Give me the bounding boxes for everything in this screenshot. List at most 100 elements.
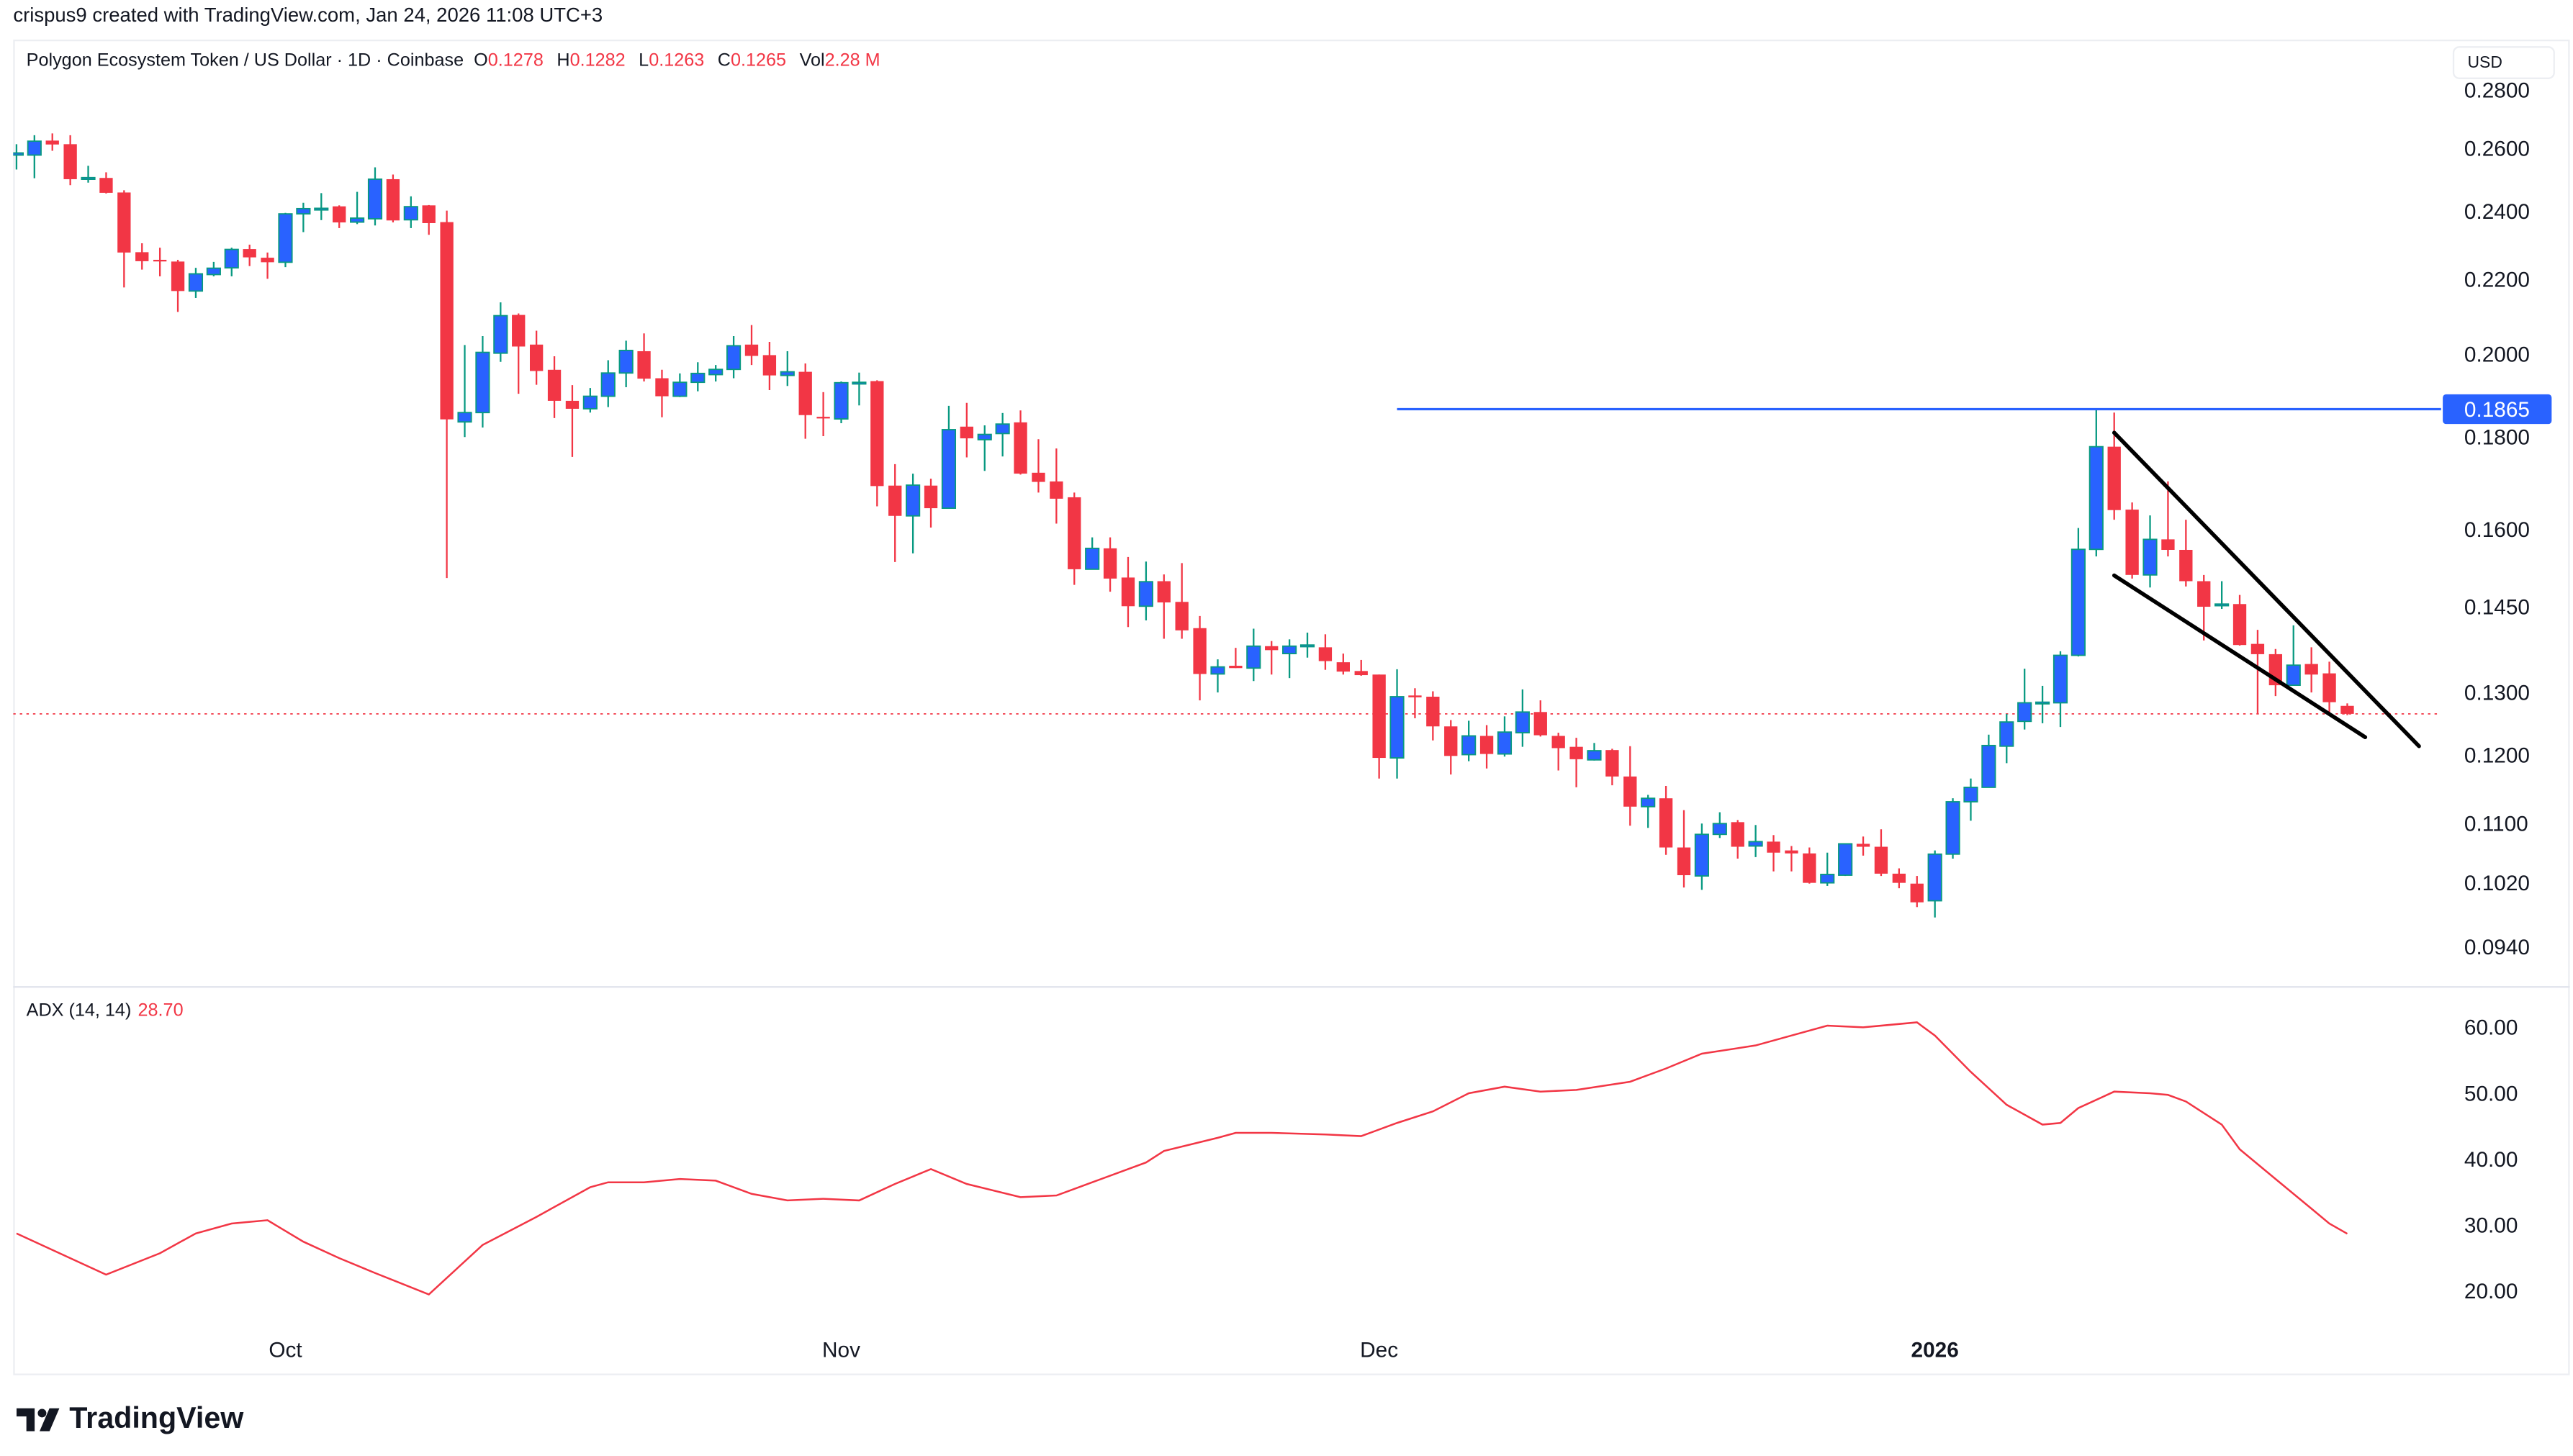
candle-up[interactable] — [1246, 628, 1261, 682]
candle-up[interactable] — [1820, 852, 1835, 886]
candle-up[interactable] — [2070, 528, 2086, 657]
candle-down[interactable] — [547, 356, 562, 418]
candle-up[interactable] — [1138, 561, 1153, 620]
candle-down[interactable] — [1874, 829, 1888, 877]
price-pane[interactable] — [10, 133, 2441, 918]
candle-up[interactable] — [206, 261, 221, 276]
candle-up[interactable] — [475, 335, 490, 428]
candle-down[interactable] — [1372, 674, 1386, 779]
candle-down[interactable] — [924, 479, 938, 528]
candle-down[interactable] — [655, 369, 669, 417]
candle-down[interactable] — [117, 190, 131, 288]
candle-down[interactable] — [529, 330, 544, 385]
candle-up[interactable] — [1282, 639, 1297, 679]
candle-up[interactable] — [278, 212, 293, 268]
adx-pane[interactable] — [16, 1021, 2348, 1296]
candle-down[interactable] — [1444, 720, 1458, 775]
candle-up[interactable] — [1981, 734, 1996, 788]
candle-down[interactable] — [762, 342, 777, 390]
candle-down[interactable] — [637, 333, 651, 382]
candle-down[interactable] — [2340, 703, 2354, 715]
candle-down[interactable] — [1731, 820, 1744, 859]
candle-down[interactable] — [1569, 738, 1583, 787]
candle-down[interactable] — [1175, 563, 1189, 639]
candle-up[interactable] — [1748, 825, 1763, 857]
adx-legend[interactable]: ADX (14, 14) 28.70 — [27, 1001, 184, 1021]
candle-up[interactable] — [834, 381, 849, 424]
candle-down[interactable] — [2125, 502, 2139, 579]
candle-up[interactable] — [1927, 850, 1942, 918]
candle-down[interactable] — [744, 325, 759, 366]
candle-down[interactable] — [2232, 594, 2247, 646]
candle-up[interactable] — [977, 425, 992, 471]
candle-down[interactable] — [2107, 412, 2121, 520]
candle-down[interactable] — [1318, 634, 1333, 670]
candle-down[interactable] — [1659, 786, 1673, 855]
candle-down[interactable] — [1032, 439, 1045, 493]
candle-up[interactable] — [1515, 689, 1530, 747]
candle-down[interactable] — [1605, 749, 1619, 786]
price-axis[interactable]: 0.2800 0.2600 0.2400 0.2200 0.2000 0.1800 0.16… — [2443, 79, 2552, 959]
candle-down[interactable] — [565, 385, 580, 457]
candle-up[interactable] — [1999, 713, 2014, 764]
candle-down[interactable] — [1229, 648, 1243, 669]
candle-down[interactable] — [333, 205, 346, 228]
candle-down[interactable] — [1068, 492, 1081, 585]
candle-up[interactable] — [2142, 515, 2158, 588]
wedge-trendline[interactable] — [2112, 430, 2421, 749]
candle-down[interactable] — [1103, 537, 1117, 592]
candle-up[interactable] — [672, 373, 688, 397]
candle-up[interactable] — [350, 191, 365, 225]
candle-down[interactable] — [816, 392, 830, 437]
candle-up[interactable] — [296, 202, 311, 232]
candle-up[interactable] — [690, 362, 706, 392]
candle-down[interactable] — [798, 363, 812, 439]
candle-up[interactable] — [2017, 669, 2032, 730]
candle-down[interactable] — [1785, 846, 1798, 872]
candle-up[interactable] — [1712, 812, 1727, 838]
candle-down[interactable] — [1856, 836, 1870, 856]
candle-up[interactable] — [224, 248, 239, 276]
candle-up[interactable] — [1963, 778, 1978, 821]
candle-down[interactable] — [1193, 615, 1207, 701]
candle-up[interactable] — [314, 193, 329, 220]
candle-down[interactable] — [1014, 410, 1027, 475]
candle-up[interactable] — [852, 372, 867, 406]
candle-up[interactable] — [188, 268, 204, 298]
candle-up[interactable] — [1641, 795, 1656, 828]
candle-down[interactable] — [2161, 481, 2175, 557]
candle-down[interactable] — [1354, 659, 1368, 676]
candle-down[interactable] — [135, 243, 149, 270]
candle-down[interactable] — [1677, 810, 1691, 888]
candle-down[interactable] — [1767, 835, 1780, 872]
candle-down[interactable] — [1426, 691, 1440, 741]
candle-down[interactable] — [1408, 688, 1422, 718]
candle-down[interactable] — [1050, 448, 1063, 524]
candle-down[interactable] — [1623, 746, 1637, 826]
candle-up[interactable] — [1389, 669, 1405, 779]
candle-up[interactable] — [1497, 716, 1513, 757]
candle-up[interactable] — [457, 345, 472, 438]
adx-axis[interactable]: 60.00 50.00 40.00 30.00 20.00 — [2464, 1016, 2518, 1304]
candle-down[interactable] — [2268, 648, 2283, 697]
wedge-trendline[interactable] — [2112, 573, 2368, 740]
candle-up[interactable] — [27, 135, 42, 178]
currency-button[interactable]: USD — [2452, 46, 2555, 79]
candle-down[interactable] — [261, 252, 274, 279]
candle-up[interactable] — [1085, 537, 1100, 570]
candle-up[interactable] — [493, 302, 508, 362]
candle-down[interactable] — [45, 133, 59, 151]
candle-up[interactable] — [10, 144, 24, 170]
candle-up[interactable] — [2035, 685, 2050, 723]
candle-up[interactable] — [2088, 409, 2104, 557]
candle-up[interactable] — [2052, 651, 2068, 728]
candle-up[interactable] — [81, 166, 96, 183]
candle-down[interactable] — [63, 135, 77, 186]
candle-up[interactable] — [582, 388, 598, 413]
candle-down[interactable] — [960, 402, 974, 458]
candle-down[interactable] — [512, 313, 526, 394]
candle-up[interactable] — [708, 365, 724, 382]
candle-up[interactable] — [995, 412, 1010, 457]
candle-down[interactable] — [2322, 661, 2336, 714]
